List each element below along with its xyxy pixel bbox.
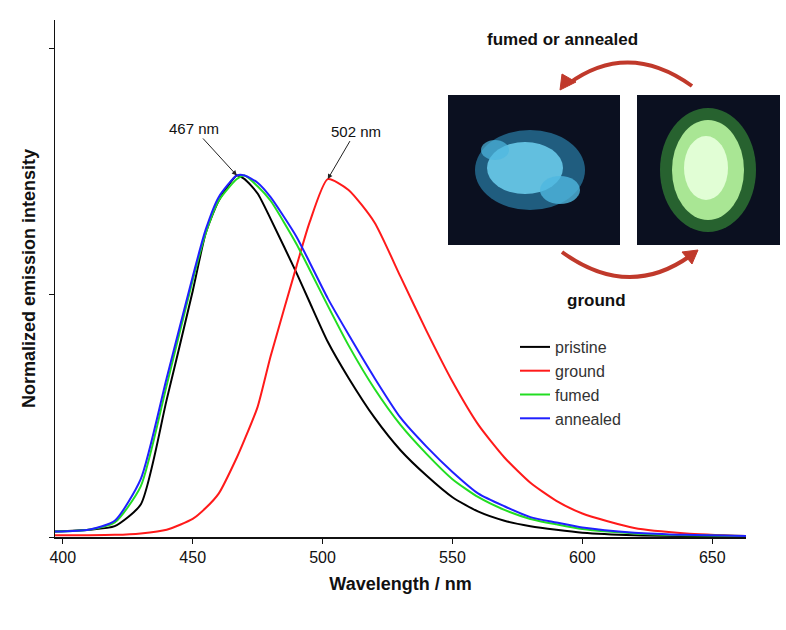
svg-text:ground: ground — [555, 363, 605, 380]
svg-text:ground: ground — [567, 291, 626, 310]
svg-text:annealed: annealed — [555, 411, 621, 428]
svg-text:Normalized emission intensity: Normalized emission intensity — [19, 149, 39, 408]
svg-text:400: 400 — [49, 549, 76, 566]
svg-text:fumed: fumed — [555, 387, 599, 404]
svg-text:450: 450 — [179, 549, 206, 566]
svg-text:550: 550 — [439, 549, 466, 566]
svg-text:600: 600 — [569, 549, 596, 566]
svg-text:467 nm: 467 nm — [169, 120, 219, 137]
svg-text:500: 500 — [309, 549, 336, 566]
svg-text:Wavelength / nm: Wavelength / nm — [329, 574, 471, 594]
svg-text:fumed or annealed: fumed or annealed — [487, 30, 638, 49]
svg-text:pristine: pristine — [555, 339, 607, 356]
svg-text:650: 650 — [699, 549, 726, 566]
svg-text:502 nm: 502 nm — [331, 123, 381, 140]
